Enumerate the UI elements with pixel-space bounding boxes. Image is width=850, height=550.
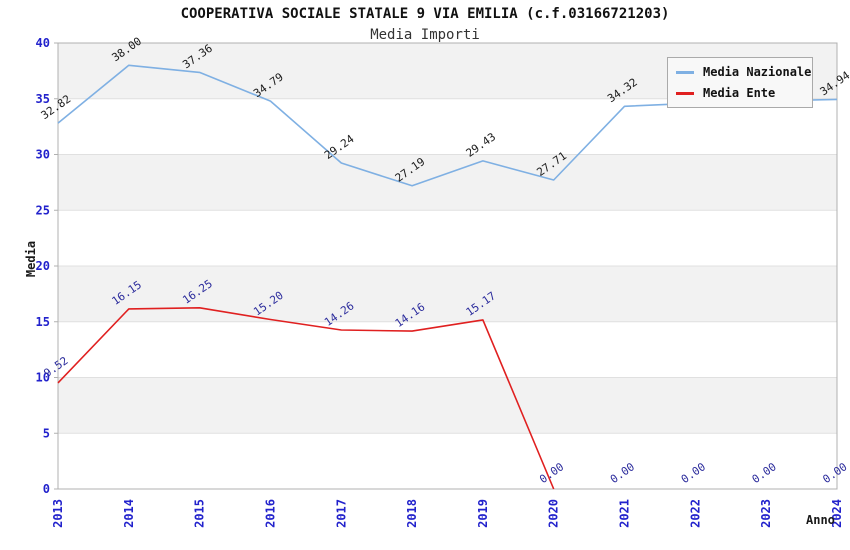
x-axis-title: Anno (806, 513, 835, 527)
svg-text:15: 15 (36, 315, 50, 329)
y-axis-title: Media (24, 240, 38, 278)
svg-text:2017: 2017 (334, 499, 348, 528)
svg-text:2024: 2024 (830, 499, 844, 528)
svg-text:2021: 2021 (618, 499, 632, 528)
svg-text:10: 10 (36, 371, 50, 385)
svg-text:2015: 2015 (193, 499, 207, 528)
svg-text:40: 40 (36, 36, 50, 50)
legend-label-media-ente: Media Ente (703, 86, 776, 100)
svg-text:35: 35 (36, 92, 50, 106)
chart-title: COOPERATIVA SOCIALE STATALE 9 VIA EMILIA… (180, 6, 670, 22)
svg-text:2013: 2013 (51, 499, 65, 528)
media-nazionale-line-swatch (676, 70, 694, 74)
svg-text:2016: 2016 (263, 499, 277, 528)
svg-text:2020: 2020 (547, 499, 561, 528)
svg-text:20: 20 (36, 259, 50, 273)
svg-text:2014: 2014 (122, 499, 136, 528)
svg-text:25: 25 (36, 203, 50, 217)
svg-text:2018: 2018 (405, 499, 419, 528)
svg-text:2019: 2019 (476, 499, 490, 528)
svg-text:2022: 2022 (688, 499, 702, 528)
legend: Media Nazionale Media Ente (667, 57, 813, 108)
legend-item-media-nazionale: Media Nazionale (676, 65, 811, 79)
svg-text:5: 5 (43, 426, 50, 440)
svg-text:0: 0 (43, 482, 50, 496)
legend-label-media-nazionale: Media Nazionale (703, 65, 812, 79)
legend-item-media-ente: Media Ente (676, 86, 804, 100)
chart-subtitle: Media Importi (370, 27, 480, 43)
svg-text:2023: 2023 (759, 499, 773, 528)
svg-text:30: 30 (36, 148, 50, 162)
media-ente-line-swatch (676, 91, 694, 95)
